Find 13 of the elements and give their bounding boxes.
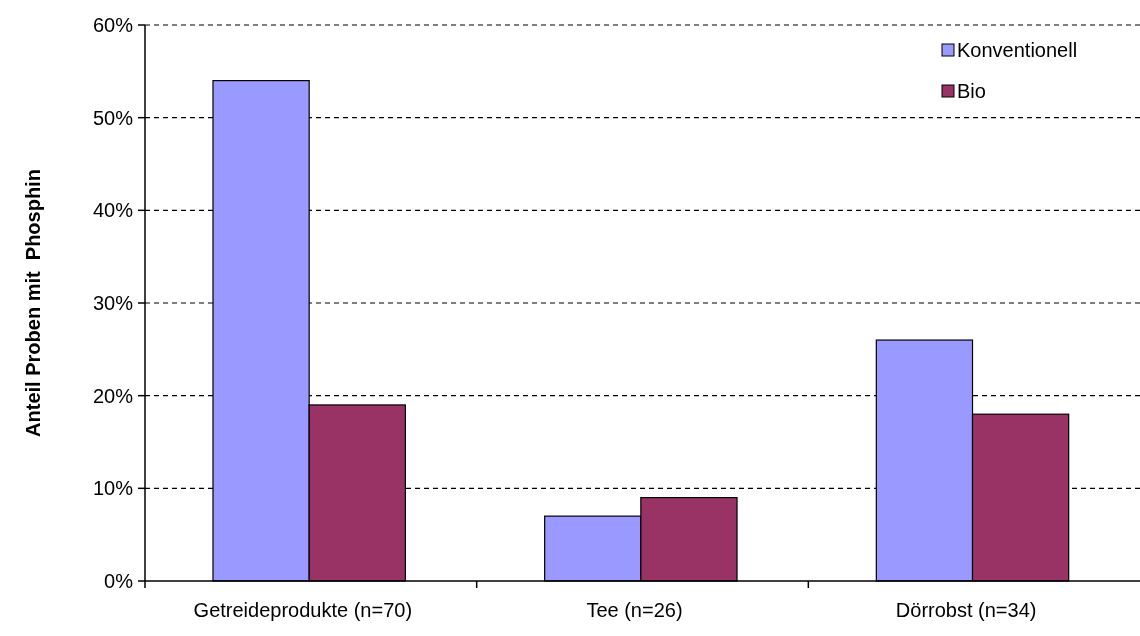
y-tick-label: 60% xyxy=(92,14,134,36)
y-tick-label: 30% xyxy=(92,292,134,314)
x-tick-label: Dörrobst (n=34) xyxy=(895,599,1037,621)
legend-label: Bio xyxy=(957,80,986,102)
y-tick-label: 0% xyxy=(104,570,134,592)
y-tick-label: 10% xyxy=(92,477,134,500)
x-tick-label: Tee (n=26) xyxy=(586,599,683,621)
y-tick-label: 40% xyxy=(92,199,134,222)
x-tick-label: Getreideprodukte (n=70) xyxy=(193,599,413,621)
y-tick-label: 50% xyxy=(92,106,134,129)
y-tick-label: 20% xyxy=(92,384,134,407)
y-axis-title: Anteil Proben mit Phosphin xyxy=(22,169,44,437)
legend-label: Konventionell xyxy=(957,39,1078,61)
